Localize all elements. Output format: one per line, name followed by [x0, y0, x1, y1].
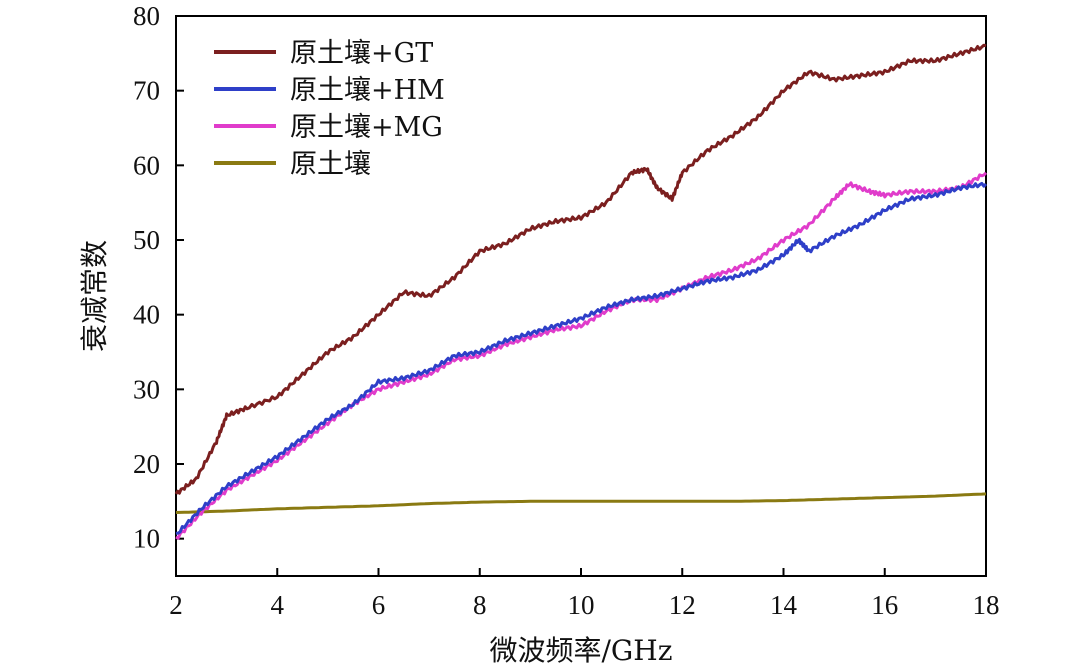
x-tick-label: 18	[973, 590, 1000, 620]
series-line-3	[175, 492, 987, 514]
x-tick-label: 2	[169, 590, 183, 620]
y-tick-label: 50	[133, 225, 160, 255]
series-line-2	[175, 171, 988, 540]
y-tick-label: 40	[133, 300, 160, 330]
y-axis-label: 衰减常数	[78, 240, 111, 352]
x-axis-label: 微波频率/GHz	[490, 634, 673, 667]
x-tick-label: 14	[770, 590, 798, 620]
y-tick-label: 30	[133, 374, 160, 404]
series-line-0	[174, 43, 987, 495]
x-tick-label: 16	[871, 590, 898, 620]
x-tick-label: 8	[473, 590, 487, 620]
x-tick-label: 6	[372, 590, 386, 620]
series-lines	[174, 43, 988, 540]
y-tick-label: 20	[133, 449, 160, 479]
x-tick-label: 12	[669, 590, 696, 620]
y-tick-label: 10	[133, 524, 160, 554]
y-tick-label: 80	[133, 1, 160, 31]
y-tick-label: 70	[133, 76, 160, 106]
legend: 原土壤+GT 原土壤+HM 原土壤+MG 原土壤	[214, 38, 445, 180]
legend-label: 原土壤	[290, 149, 371, 180]
y-tick-label: 60	[133, 150, 160, 180]
series-line-1	[175, 181, 988, 535]
y-axis-ticks: 10 20 30 40 50 60 70 80	[133, 1, 184, 554]
x-tick-label: 4	[271, 590, 285, 620]
legend-label: 原土壤+MG	[290, 112, 443, 143]
legend-label: 原土壤+GT	[290, 38, 433, 69]
legend-label: 原土壤+HM	[290, 75, 445, 106]
x-tick-label: 10	[568, 590, 595, 620]
x-axis-ticks: 2 4 6 8 10 12 14 16 18	[169, 568, 1000, 620]
